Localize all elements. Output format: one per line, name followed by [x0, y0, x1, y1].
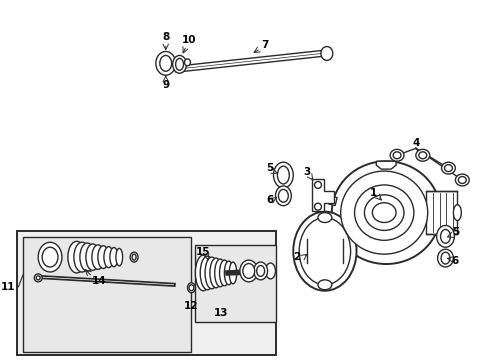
Ellipse shape	[38, 242, 62, 272]
Ellipse shape	[80, 243, 95, 271]
Text: 15: 15	[196, 247, 210, 257]
Ellipse shape	[437, 249, 452, 267]
Text: 2: 2	[293, 252, 300, 262]
Ellipse shape	[175, 58, 183, 70]
Ellipse shape	[34, 274, 42, 282]
Ellipse shape	[110, 248, 118, 267]
Ellipse shape	[86, 244, 100, 270]
Text: 8: 8	[162, 32, 169, 42]
Ellipse shape	[209, 258, 222, 288]
Ellipse shape	[187, 283, 195, 293]
Text: 12: 12	[184, 301, 198, 311]
Ellipse shape	[436, 225, 453, 247]
Text: 6: 6	[451, 256, 458, 266]
Text: 11: 11	[1, 282, 16, 292]
Text: 7: 7	[261, 40, 268, 50]
Ellipse shape	[132, 254, 136, 260]
Ellipse shape	[103, 247, 113, 267]
Ellipse shape	[314, 203, 321, 210]
Text: 10: 10	[182, 35, 196, 45]
Text: 6: 6	[265, 195, 273, 205]
Ellipse shape	[172, 55, 186, 73]
Text: 5: 5	[451, 228, 458, 237]
Ellipse shape	[317, 213, 331, 222]
Text: 1: 1	[369, 188, 376, 198]
Ellipse shape	[293, 212, 356, 291]
Ellipse shape	[200, 256, 214, 290]
Ellipse shape	[392, 152, 400, 159]
Ellipse shape	[273, 162, 293, 188]
Bar	[195, 245, 276, 322]
Polygon shape	[175, 50, 322, 72]
Text: 9: 9	[162, 80, 169, 90]
Ellipse shape	[256, 266, 264, 276]
Text: 13: 13	[213, 309, 228, 319]
Ellipse shape	[418, 152, 426, 159]
Ellipse shape	[42, 247, 58, 267]
Polygon shape	[376, 161, 395, 169]
Text: 3: 3	[303, 167, 310, 177]
Ellipse shape	[243, 264, 254, 278]
Ellipse shape	[74, 242, 90, 272]
Bar	[23, 237, 191, 352]
Ellipse shape	[389, 149, 403, 161]
Ellipse shape	[160, 55, 171, 71]
Ellipse shape	[224, 261, 233, 285]
Ellipse shape	[314, 181, 321, 188]
Ellipse shape	[265, 263, 275, 279]
Ellipse shape	[156, 51, 175, 75]
Ellipse shape	[195, 255, 211, 291]
Ellipse shape	[277, 166, 289, 184]
Text: 4: 4	[411, 139, 419, 148]
Text: 5: 5	[265, 163, 273, 173]
Ellipse shape	[240, 260, 257, 282]
Ellipse shape	[184, 59, 190, 66]
Ellipse shape	[253, 262, 267, 280]
Bar	[18, 231, 276, 355]
Polygon shape	[328, 196, 336, 206]
Ellipse shape	[457, 176, 466, 184]
Ellipse shape	[130, 252, 138, 262]
Ellipse shape	[36, 276, 40, 280]
Ellipse shape	[204, 257, 218, 289]
Ellipse shape	[454, 174, 468, 186]
Ellipse shape	[317, 280, 331, 290]
Ellipse shape	[340, 171, 427, 254]
Ellipse shape	[440, 252, 449, 264]
Ellipse shape	[278, 189, 288, 202]
Ellipse shape	[441, 162, 454, 174]
Ellipse shape	[214, 259, 225, 287]
Ellipse shape	[229, 262, 236, 284]
Ellipse shape	[92, 245, 104, 269]
Ellipse shape	[331, 161, 440, 264]
Ellipse shape	[444, 165, 451, 172]
Ellipse shape	[219, 260, 229, 286]
Ellipse shape	[275, 186, 291, 206]
Ellipse shape	[98, 246, 108, 269]
Bar	[425, 191, 456, 234]
Ellipse shape	[320, 46, 332, 60]
Ellipse shape	[440, 229, 449, 243]
Ellipse shape	[68, 241, 85, 273]
Ellipse shape	[116, 248, 122, 266]
Text: 14: 14	[92, 276, 106, 286]
Polygon shape	[311, 179, 333, 211]
Ellipse shape	[188, 285, 194, 291]
Ellipse shape	[452, 205, 460, 221]
Ellipse shape	[415, 149, 429, 161]
